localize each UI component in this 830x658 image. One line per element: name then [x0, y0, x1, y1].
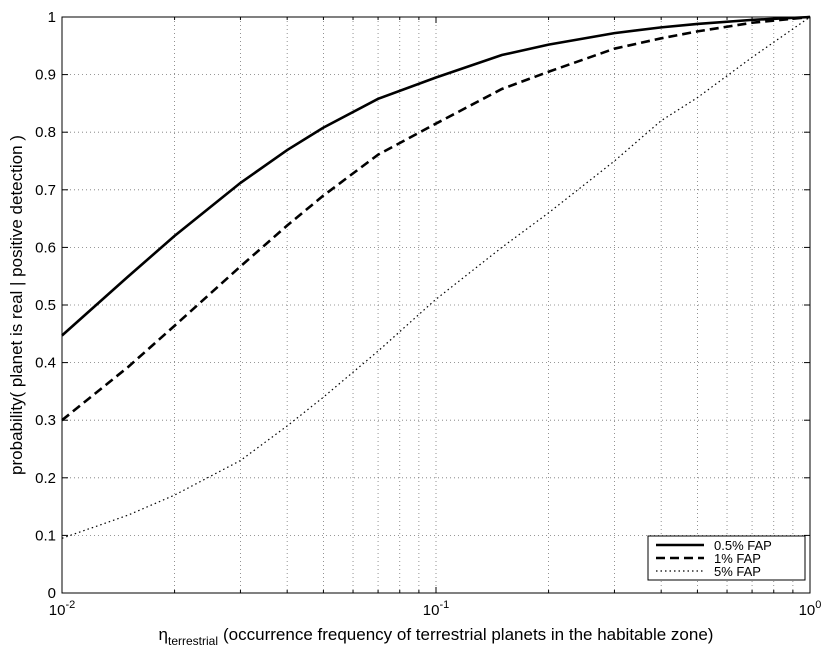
x-axis-symbol: η	[159, 625, 168, 644]
y-axis-label: probability( planet is real | positive d…	[7, 135, 26, 475]
y-tick-label: 0.7	[35, 182, 56, 199]
x-tick-exponent: 0	[815, 599, 821, 611]
legend-label: 1% FAP	[714, 551, 761, 566]
line-series	[61, 16, 811, 539]
x-axis-text: (occurrence frequency of terrestrial pla…	[223, 625, 713, 644]
x-tick-label: 100	[799, 599, 822, 619]
y-tick-label: 0.6	[35, 239, 56, 256]
x-tick-base: 10	[49, 602, 66, 619]
x-axis-subscript: terrestrial	[168, 634, 218, 648]
x-axis-label: ηterrestrial (occurrence frequency of ter…	[159, 625, 714, 648]
y-tick-label: 0.9	[35, 67, 56, 84]
line-series	[61, 15, 811, 337]
x-tick-base: 10	[799, 602, 816, 619]
x-tick-label: 10-2	[49, 599, 75, 619]
y-tick-label: 0.2	[35, 470, 56, 487]
y-tick-label: 0	[48, 585, 56, 602]
x-tick-exponent: -1	[439, 599, 449, 611]
y-tick-label: 0.5	[35, 297, 56, 314]
y-tick-label: 0.3	[35, 412, 56, 429]
x-tick-exponent: -2	[65, 599, 75, 611]
y-tick-label: 0.8	[35, 124, 56, 141]
y-tick-label: 1	[48, 9, 56, 26]
y-tick-label: 0.4	[35, 355, 56, 372]
line-series	[61, 15, 811, 422]
x-tick-base: 10	[423, 602, 440, 619]
y-tick-label: 0.1	[35, 527, 56, 544]
legend-label: 0.5% FAP	[714, 538, 772, 553]
legend-label: 5% FAP	[714, 564, 761, 579]
x-tick-label: 10-1	[423, 599, 449, 619]
plot-frame	[61, 16, 811, 594]
